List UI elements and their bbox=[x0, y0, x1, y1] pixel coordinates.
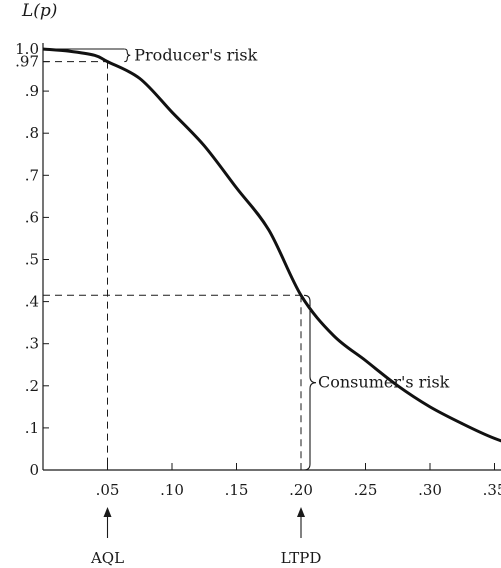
x-tick-label: .35 bbox=[483, 481, 501, 499]
x-tick-label: .10 bbox=[160, 481, 184, 499]
y-tick-label: .1 bbox=[25, 419, 39, 437]
ltpd-label: LTPD bbox=[281, 549, 322, 567]
consumers-risk-brace bbox=[303, 294, 317, 471]
y-tick-label: .7 bbox=[25, 166, 39, 184]
axes bbox=[42, 43, 501, 471]
x-tick-label: .20 bbox=[289, 481, 313, 499]
y-tick-label: .3 bbox=[25, 335, 39, 353]
tick-labels: L(p)p0.1.2.3.4.5.6.7.8.9.971.0.05.10.15.… bbox=[15, 1, 501, 567]
aql-label: AQL bbox=[90, 549, 124, 567]
y-tick-label: .8 bbox=[25, 124, 39, 142]
y-axis-title: L(p) bbox=[21, 1, 57, 21]
x-tick-label: .30 bbox=[418, 481, 442, 499]
aql-arrow-head bbox=[103, 507, 112, 517]
x-tick-label: .25 bbox=[354, 481, 378, 499]
oc-curve bbox=[42, 47, 501, 443]
y-tick-label: 1.0 bbox=[15, 40, 39, 58]
ltpd-arrow-head bbox=[297, 507, 305, 517]
y-tick-label: .9 bbox=[25, 82, 39, 100]
y-tick-label: .5 bbox=[25, 251, 39, 269]
oc-curve-line bbox=[42, 47, 501, 443]
annotations: Producer's risk Consumer's risk bbox=[103, 45, 450, 538]
y-tick-label: .6 bbox=[25, 208, 39, 226]
x-tick-label: .15 bbox=[225, 481, 249, 499]
y-tick-label: .97 bbox=[15, 53, 39, 71]
y-tick-label: 0 bbox=[29, 461, 39, 479]
producers-risk-label: Producer's risk bbox=[134, 45, 257, 64]
producers-risk-brace bbox=[124, 48, 131, 63]
y-tick-label: .2 bbox=[25, 377, 39, 395]
consumers-risk-label: Consumer's risk bbox=[318, 373, 450, 392]
x-tick-label: .05 bbox=[96, 481, 120, 499]
y-tick-label: .4 bbox=[25, 293, 39, 311]
